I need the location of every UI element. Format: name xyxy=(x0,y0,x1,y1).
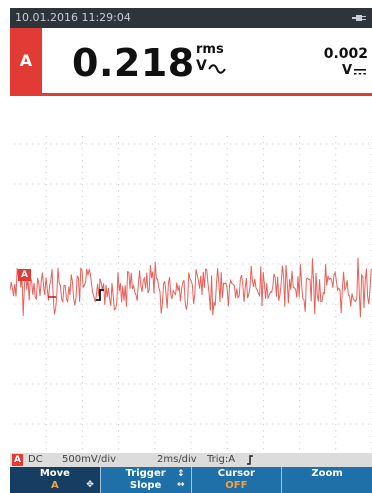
trigger-softkey-label: Trigger xyxy=(125,468,166,479)
ac-wave-icon xyxy=(208,64,226,74)
channel-a-marker[interactable]: A xyxy=(18,269,31,281)
main-unit-rms: rms xyxy=(196,42,224,57)
move-softkey-value: A xyxy=(51,480,59,491)
waveform-trace xyxy=(10,257,372,318)
main-unit-volt: V xyxy=(196,58,207,74)
trigger-slope-icon xyxy=(247,455,253,465)
move-softkey[interactable]: Move A ✥ xyxy=(10,467,101,493)
trigger-softkey-value: Slope xyxy=(129,480,162,491)
zoom-softkey[interactable]: Zoom xyxy=(282,467,372,493)
coupling-label: DC xyxy=(28,454,43,465)
plug-icon xyxy=(352,15,366,21)
graticule-dots xyxy=(14,136,372,450)
trigger-point-marker xyxy=(96,289,104,301)
trigger-softkey[interactable]: Trigger Slope ↕ ↔ xyxy=(101,467,192,493)
zoom-softkey-label: Zoom xyxy=(311,468,343,479)
volts-per-div: 500mV/div xyxy=(62,454,117,465)
move-softkey-label: Move xyxy=(39,468,70,479)
secondary-unit-volt: V xyxy=(341,63,352,78)
secondary-reading: 0.002 xyxy=(323,46,368,62)
left-right-arrow-icon: ↔ xyxy=(176,480,185,490)
time-per-div: 2ms/div xyxy=(157,454,197,465)
four-way-arrow-icon: ✥ xyxy=(86,480,94,490)
channel-info-bar: A DC 500mV/div 2ms/div Trig:A xyxy=(10,453,372,467)
waveform-graticule xyxy=(10,136,372,450)
status-bar: 10.01.2016 11:29:04 xyxy=(10,8,372,28)
measurement-readout: A 0.218 rms V 0.002 V xyxy=(10,28,372,96)
softkey-bar: Move A ✥ Trigger Slope ↕ ↔ Cursor OFF Zo… xyxy=(10,467,372,493)
scope-screen: 10.01.2016 11:29:04 A 0.218 rms V 0.002 … xyxy=(10,8,372,493)
cursor-softkey[interactable]: Cursor OFF xyxy=(192,467,283,493)
main-reading: 0.218 xyxy=(72,41,195,85)
channel-a-tag: A xyxy=(12,454,23,466)
dc-icon xyxy=(354,69,366,75)
cursor-softkey-value: OFF xyxy=(225,480,248,491)
up-down-arrow-icon: ↕ xyxy=(176,469,185,479)
datetime: 10.01.2016 11:29:04 xyxy=(15,11,131,24)
cursor-softkey-label: Cursor xyxy=(217,468,255,479)
waveform-display[interactable]: A xyxy=(10,96,372,453)
channel-a-badge: A xyxy=(10,28,42,93)
trigger-label: Trig:A xyxy=(207,454,236,465)
